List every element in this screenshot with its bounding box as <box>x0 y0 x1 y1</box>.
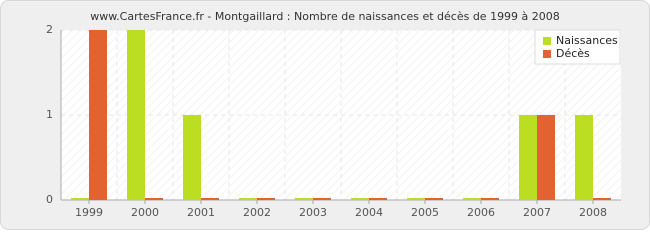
legend-swatch <box>543 50 551 58</box>
bar <box>407 198 425 200</box>
x-tick-label: 1999 <box>75 206 103 219</box>
x-tick-label: 2006 <box>467 206 495 219</box>
bar <box>593 198 611 200</box>
legend-label: Naissances <box>556 34 618 47</box>
x-tick-label: 2005 <box>411 206 439 219</box>
bar <box>127 30 145 200</box>
x-tick-label: 2001 <box>187 206 215 219</box>
legend-swatch <box>543 37 551 45</box>
x-tick-label: 2008 <box>579 206 607 219</box>
bar <box>239 198 257 200</box>
y-tick-label: 1 <box>46 108 53 121</box>
bar <box>71 198 89 200</box>
chart-title: www.CartesFrance.fr - Montgaillard : Nom… <box>90 10 560 23</box>
bar <box>183 115 201 200</box>
page: www.CartesFrance.fr - Montgaillard : Nom… <box>0 0 650 230</box>
bar <box>257 198 275 200</box>
legend-box <box>534 29 621 65</box>
bar <box>575 115 593 200</box>
y-tick-label: 2 <box>46 23 53 36</box>
x-tick-label: 2000 <box>131 206 159 219</box>
y-tick-label: 0 <box>46 193 53 206</box>
bar <box>481 198 499 200</box>
x-tick-label: 2004 <box>355 206 383 219</box>
bar <box>295 198 313 200</box>
bar <box>313 198 331 200</box>
x-tick-label: 2002 <box>243 206 271 219</box>
bar <box>369 198 387 200</box>
legend-label: Décès <box>556 47 590 60</box>
bar <box>537 115 555 200</box>
bar <box>519 115 537 200</box>
bar <box>425 198 443 200</box>
x-tick-label: 2003 <box>299 206 327 219</box>
bar <box>351 198 369 200</box>
bar <box>145 198 163 200</box>
x-tick-label: 2007 <box>523 206 551 219</box>
bar <box>201 198 219 200</box>
bar <box>89 30 107 200</box>
chart: www.CartesFrance.fr - Montgaillard : Nom… <box>0 0 650 230</box>
bar <box>463 198 481 200</box>
